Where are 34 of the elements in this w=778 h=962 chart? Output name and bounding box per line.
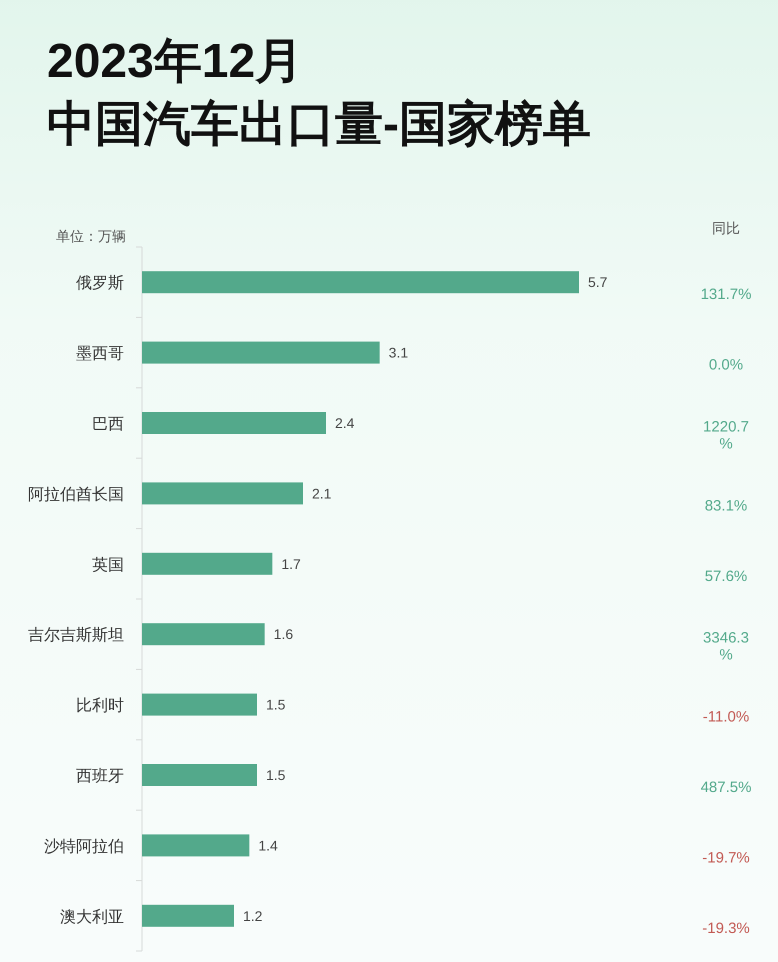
category-label: 比利时	[76, 698, 124, 715]
column-title: 同比	[712, 220, 740, 236]
value-label: 0.0%	[708, 356, 744, 374]
xlabel: 单位：万辆	[56, 228, 126, 244]
category-label: 吉尔吉斯斯坦	[28, 627, 124, 644]
data-label: 2.1	[312, 485, 332, 502]
value-label: -19.7%	[702, 849, 750, 866]
category-label: 阿拉伯酋长国	[28, 486, 124, 504]
category-label: 墨西哥	[76, 346, 124, 363]
value-label: 131.7%	[700, 286, 752, 304]
value-label: 83.1%	[704, 497, 748, 514]
data-label: 2.4	[335, 415, 354, 431]
category-label: 英国	[92, 556, 124, 574]
data-label: 1.5	[266, 696, 286, 713]
category-label: 俄罗斯	[76, 275, 124, 292]
data-label: 1.2	[243, 908, 262, 924]
data-label: 3.1	[388, 344, 408, 361]
value-label: -19.3%	[702, 920, 750, 937]
value-label: -11.0%	[702, 708, 750, 726]
data-label: 1.7	[281, 556, 301, 572]
category-label: 巴西	[92, 416, 124, 433]
category-label: 沙特阿拉伯	[44, 838, 124, 856]
category-label: 澳大利亚	[60, 908, 124, 926]
value-label: 487.5%	[700, 779, 752, 796]
subtitle: 中国汽车出口量-国家榜单	[47, 98, 591, 151]
value-label: 1220.7%	[703, 418, 749, 452]
value-label: 57.6%	[704, 568, 748, 585]
category-label: 西班牙	[76, 768, 124, 785]
data-label: 1.6	[274, 626, 294, 642]
value-label: 3346.3%	[703, 630, 749, 664]
data-label: 5.7	[588, 274, 608, 290]
data-label: 1.5	[266, 767, 286, 783]
title: 2023年12月	[47, 35, 304, 88]
data-label: 1.4	[258, 837, 278, 854]
